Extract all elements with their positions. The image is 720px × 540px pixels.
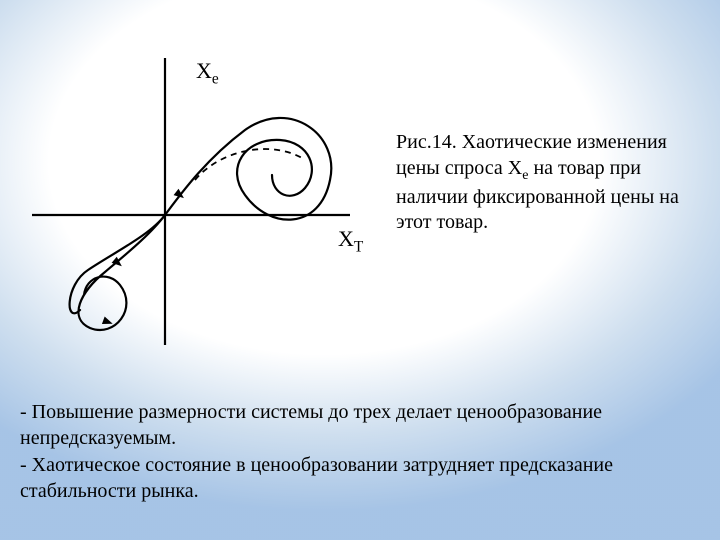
y-axis-label-sub: e	[212, 70, 219, 87]
trajectory-lower	[78, 215, 165, 330]
caption-var: X	[508, 157, 522, 179]
x-axis-label: XT	[338, 226, 363, 256]
trajectory-dashed	[195, 149, 302, 180]
x-axis-label-var: X	[338, 226, 354, 251]
body-line-2: - Хаотическое состояние в ценообразовани…	[20, 453, 700, 504]
body-line-1: - Повышение размерности системы до трех …	[20, 400, 700, 451]
body-text: - Повышение размерности системы до трех …	[20, 400, 700, 506]
y-axis-label: Xe	[196, 58, 219, 88]
phase-portrait-figure: Xe XT	[20, 40, 380, 360]
slide: Xe XT Рис.14. Хаотические изменения цены…	[0, 0, 720, 540]
figure-caption: Рис.14. Хаотические изменения цены спрос…	[396, 130, 696, 236]
diagram-svg	[20, 40, 360, 350]
y-axis-label-var: X	[196, 58, 212, 83]
x-axis-label-sub: T	[354, 238, 363, 255]
